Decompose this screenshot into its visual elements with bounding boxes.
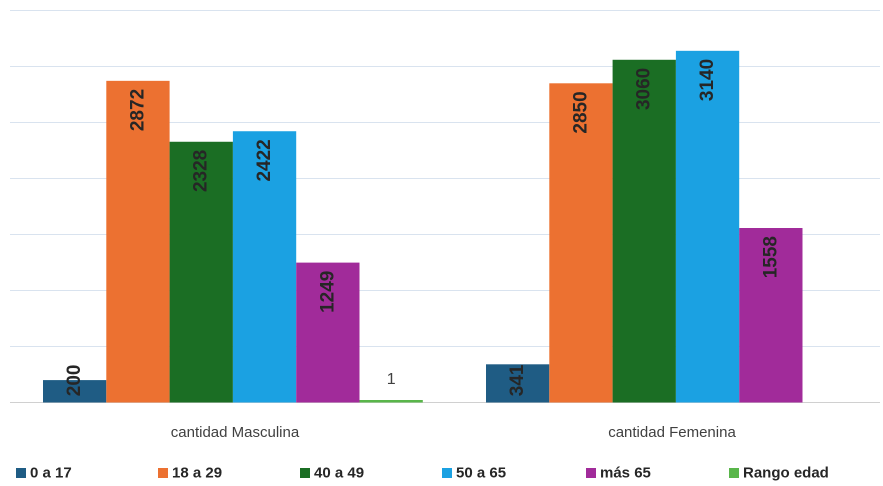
legend-swatch [16,468,26,478]
legend-label: 18 a 29 [172,465,222,482]
legend: 0 a 17 18 a 29 40 a 49 50 a 65 más 65 Rango e… [16,465,829,482]
bar-18-a-29-0 [106,80,170,403]
data-label: 200 [64,365,85,397]
data-label: 1249 [317,271,338,313]
data-label: 2328 [191,150,212,192]
legend-label: más 65 [600,465,651,482]
data-label: 2850 [570,91,591,133]
bar-0-a-17-1 [486,364,550,403]
data-label: 3140 [697,59,718,101]
legend-swatch [442,468,452,478]
bar-50-a-65-1 [675,50,740,403]
category-labels: cantidad Masculina cantidad Femenina [171,424,737,441]
bar-40-a-49-0 [169,141,233,403]
legend-swatch [586,468,596,478]
legend-label: 50 a 65 [456,465,506,482]
bar-18-a-29-1 [549,83,613,403]
data-label: 341 [507,364,528,396]
legend-label: 40 a 49 [314,465,364,482]
legend-swatch [300,468,310,478]
category-label: cantidad Femenina [608,424,736,441]
bar-rango-edad-0 [359,400,423,403]
bars [43,50,803,403]
bar-50-a-65-0 [232,131,297,403]
bar-0-a-17-0 [43,380,107,403]
data-label: 2422 [254,139,275,181]
value-labels: 200 2872 2328 2422 1249 1 341 2850 3060 3140 1558 [64,59,781,396]
category-label: cantidad Masculina [171,424,300,441]
data-label: 1558 [760,236,781,278]
bar-más-65-1 [739,228,803,403]
legend-swatch [729,468,739,478]
bar-40-a-49-1 [612,59,676,403]
legend-label: Rango edad [743,465,829,482]
data-label: 3060 [634,68,655,110]
legend-swatch [158,468,168,478]
data-label: 2872 [127,89,148,131]
legend-label: 0 a 17 [30,465,72,482]
data-label: 1 [387,371,396,388]
bar-más-65-0 [296,262,360,403]
